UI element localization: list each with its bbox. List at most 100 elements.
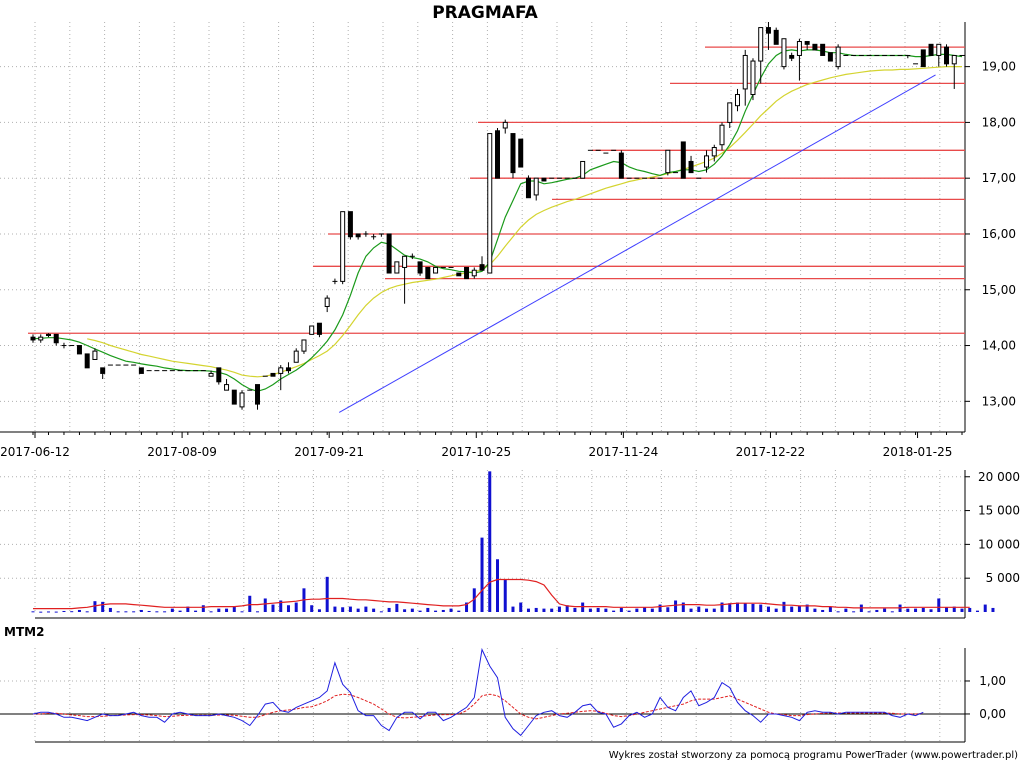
volume-bar (983, 604, 987, 612)
volume-bar (395, 603, 399, 612)
volume-bar (805, 604, 809, 612)
candle-body (734, 94, 740, 107)
candle-body (525, 177, 531, 199)
candle-body (502, 121, 508, 129)
candle-body (316, 322, 322, 335)
volume-bar (163, 611, 167, 613)
date-tick-label: 2017-08-09 (147, 445, 217, 459)
volume-bar (46, 611, 50, 613)
volume-bar (650, 608, 654, 612)
candle-body (255, 384, 261, 405)
volume-bar (705, 608, 709, 612)
candle-body (386, 233, 392, 274)
volume-bar (689, 608, 693, 612)
price-tick-label: 13,00 (982, 394, 1016, 408)
candle-body (665, 149, 671, 174)
volume-bar (186, 606, 190, 612)
volume-bar (519, 602, 523, 612)
candle-body (928, 43, 934, 56)
volume-bar (256, 611, 260, 613)
volume-bar (658, 604, 662, 612)
volume-tick-label: 15 000 (978, 504, 1020, 518)
candle-body (951, 54, 957, 65)
volume-bar (488, 471, 492, 612)
volume-bar (434, 610, 438, 612)
volume-bar (782, 601, 786, 612)
volume-bar (883, 608, 887, 612)
candle-body (285, 367, 291, 372)
volume-bar (372, 608, 376, 612)
candle-body (138, 367, 144, 374)
volume-bar (333, 606, 337, 612)
footer-credit: Wykres został stworzony za pomocą progra… (608, 750, 1018, 761)
candle-body (758, 27, 764, 62)
mtm-line (32, 647, 924, 737)
candle-body (804, 41, 810, 45)
candle-body (239, 392, 245, 408)
candle-body (533, 177, 539, 196)
volume-bar (728, 603, 732, 612)
date-tick-label: 2017-06-12 (0, 445, 70, 459)
price-tick-label: 17,00 (982, 171, 1016, 185)
candle-body (309, 325, 315, 335)
volume-bar (906, 608, 910, 612)
candle-body (765, 27, 771, 34)
candle-body (231, 389, 237, 405)
volume-bar (232, 606, 236, 612)
volume-bar (457, 610, 461, 612)
volume-bar (526, 608, 530, 612)
volume-bar (666, 607, 670, 612)
volume-bar (596, 607, 600, 612)
axes: 13,00 14,00 15,00 16,00 17,00 18,00 19,00 2017-… (0, 22, 1020, 743)
volume-bar (263, 598, 267, 612)
volume-bar (441, 609, 445, 612)
volume-bar (821, 609, 825, 612)
candle-body (224, 384, 230, 391)
volume-bar (480, 537, 484, 612)
volume-bar (968, 607, 972, 612)
price-tick-label: 14,00 (982, 339, 1016, 353)
candle-body (301, 339, 307, 352)
candle-body (727, 102, 733, 123)
volume-bar (139, 609, 143, 612)
volume-bar (108, 607, 112, 612)
volume-bar (194, 610, 198, 612)
volume-bar (797, 605, 801, 612)
candle-body (936, 43, 942, 56)
volume-bar (155, 611, 159, 613)
volume-bar (759, 604, 763, 612)
candle-body (750, 60, 756, 96)
mtm-panel (0, 647, 965, 737)
candle-body (471, 269, 477, 277)
volume-bar (225, 608, 229, 612)
candle-body (216, 367, 222, 383)
volume-bar (573, 607, 577, 612)
candle-body (704, 155, 710, 168)
volume-bar (945, 607, 949, 612)
volume-bar (875, 609, 879, 612)
candle-body (464, 266, 470, 280)
volume-bar (635, 608, 639, 612)
candle-body (920, 49, 926, 68)
price-tick-label: 16,00 (982, 227, 1016, 241)
volume-bar (503, 579, 507, 612)
volume-tick-label: 5 000 (986, 571, 1020, 585)
volume-bar (279, 600, 283, 612)
volume-bar (240, 611, 244, 613)
candle-body (719, 124, 725, 146)
candle-body (518, 138, 524, 168)
candle-body (425, 266, 431, 280)
volume-bar (929, 609, 933, 612)
candle-body (100, 367, 106, 374)
candle-body (944, 46, 950, 65)
volume-bar (217, 608, 221, 612)
volume-bar (813, 608, 817, 612)
volume-bar (170, 608, 174, 612)
candle-body (76, 345, 82, 355)
price-tick-label: 19,00 (982, 60, 1016, 74)
candle-body (742, 54, 748, 90)
volume-bar (248, 595, 252, 612)
date-tick-label: 2017-10-25 (441, 445, 511, 459)
candle-body (680, 141, 686, 179)
